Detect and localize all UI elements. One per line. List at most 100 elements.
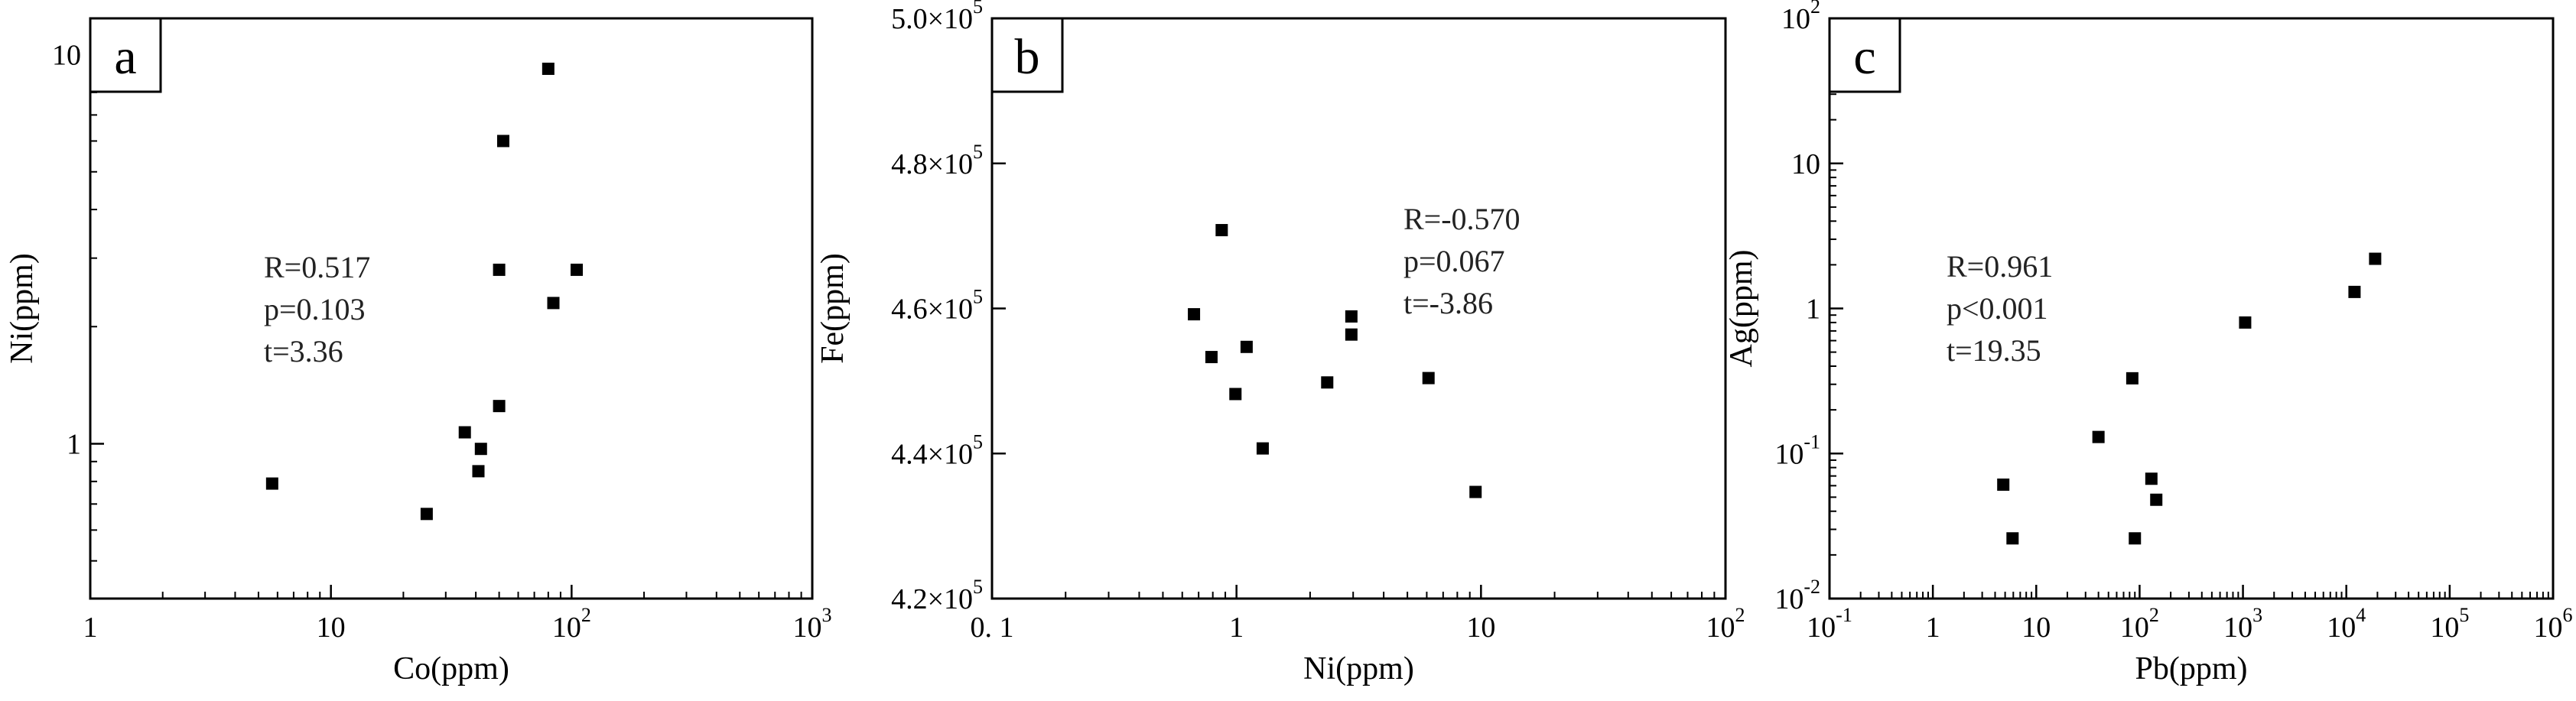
data-point	[493, 263, 506, 276]
y-tick-label: 4.2×105	[891, 576, 983, 615]
data-point	[2092, 430, 2105, 443]
x-axis-title: Co(ppm)	[393, 651, 509, 686]
x-tick-mantissa: 10	[2430, 612, 2459, 644]
data-point	[1321, 376, 1334, 389]
stat-line: R=-0.570	[1403, 202, 1521, 236]
y-tick-label: 10	[1791, 148, 1820, 180]
plot-frame	[89, 17, 814, 600]
x-tick-mantissa: 10	[2327, 612, 2356, 644]
data-point	[1345, 310, 1358, 323]
data-point	[496, 135, 509, 148]
x-tick-mantissa: 1	[83, 612, 98, 644]
y-tick-mantissa: 5.0×10	[891, 3, 973, 35]
x-tick-exponent: 3	[822, 604, 832, 626]
stat-line: R=0.961	[1947, 249, 2053, 284]
x-tick-exponent: 4	[2356, 604, 2366, 626]
scatter-panel-a: 1 10 102 103110Co(ppm)Ni(ppm)aR=0.517p=0.10…	[5, 17, 832, 686]
y-tick-label: 10	[52, 40, 81, 72]
stat-line: t=19.35	[1947, 333, 2041, 368]
stat-line: p=0.067	[1403, 244, 1505, 278]
y-axis-title: Fe(ppm)	[815, 253, 851, 364]
data-point	[2126, 372, 2139, 385]
x-tick-label: 106	[2534, 604, 2573, 644]
data-point	[1422, 372, 1435, 385]
data-point	[2145, 472, 2158, 485]
x-tick-label: 10	[1466, 612, 1495, 644]
x-tick-mantissa: 10	[2021, 612, 2051, 644]
stat-line: R=0.517	[264, 250, 370, 284]
x-tick-mantissa: 10	[1466, 612, 1495, 644]
y-tick-label: 4.8×105	[891, 141, 983, 180]
y-tick-mantissa: 10	[1774, 438, 1804, 470]
x-tick-label: 103	[2223, 604, 2262, 644]
panel-letter: c	[1853, 29, 1875, 85]
y-tick-exponent: 5	[973, 430, 983, 453]
data-point	[474, 443, 487, 456]
scatter-panel-b: 0. 1 1 10 1024.2×1054.4×1054.6×1054.8×1055.…	[815, 0, 1745, 686]
x-tick-mantissa: 10	[2223, 612, 2252, 644]
y-tick-mantissa: 4.2×10	[891, 583, 973, 615]
x-tick-label: 104	[2327, 604, 2366, 644]
y-tick-exponent: 5	[973, 141, 983, 163]
y-tick-mantissa: 4.6×10	[891, 294, 973, 326]
scatter-panel-c: 10-1 1 10 102 103 104 105 10610-210-1110102Pb(p…	[1724, 0, 2573, 686]
stat-line: t=3.36	[264, 334, 343, 368]
data-point	[1997, 478, 2010, 491]
y-tick-mantissa: 10	[1791, 148, 1820, 180]
panel-letter: a	[114, 29, 136, 85]
data-point	[493, 400, 506, 413]
data-point	[2129, 532, 2142, 545]
panel-letter-box	[89, 17, 162, 93]
data-point	[1469, 485, 1482, 498]
x-tick-mantissa: 10	[2534, 612, 2563, 644]
x-tick-exponent: 6	[2563, 604, 2573, 626]
plot-frame	[1828, 17, 2555, 600]
data-point	[547, 297, 560, 310]
y-tick-exponent: 5	[973, 286, 983, 308]
x-tick-mantissa: 10	[1706, 612, 1735, 644]
x-tick-mantissa: 10	[317, 612, 346, 644]
y-tick-mantissa: 10	[52, 40, 81, 72]
data-point	[571, 263, 584, 276]
data-point	[458, 426, 471, 439]
data-point	[1229, 388, 1242, 401]
data-point	[1240, 340, 1253, 353]
y-tick-label: 1	[67, 428, 81, 460]
x-tick-exponent: 5	[2459, 604, 2469, 626]
x-tick-label: 0. 1	[971, 612, 1014, 644]
panel-letter: b	[1015, 29, 1040, 85]
y-axis-title: Ag(ppm)	[1724, 250, 1759, 368]
y-axis-title: Ni(ppm)	[5, 253, 40, 364]
plot-frame	[990, 17, 1727, 600]
stat-line: t=-3.86	[1403, 286, 1493, 320]
x-tick-mantissa: 10	[793, 612, 822, 644]
x-axis-title: Ni(ppm)	[1303, 651, 1414, 686]
x-tick-label: 10	[317, 612, 346, 644]
y-tick-label: 5.0×105	[891, 0, 983, 35]
y-tick-mantissa: 4.4×10	[891, 438, 973, 470]
y-tick-label: 10-2	[1774, 576, 1820, 615]
data-point	[2150, 493, 2163, 506]
x-tick-mantissa: 10	[1807, 612, 1836, 644]
x-tick-label: 1	[1926, 612, 1940, 644]
y-tick-mantissa: 1	[1806, 294, 1820, 326]
x-tick-mantissa: 1	[1229, 612, 1244, 644]
panel-letter-box	[1828, 17, 1901, 93]
y-tick-mantissa: 10	[1781, 3, 1810, 35]
x-tick-exponent: -1	[1836, 604, 1852, 626]
data-point	[1345, 328, 1358, 341]
data-point	[1188, 308, 1201, 321]
y-tick-exponent: 5	[973, 0, 983, 18]
y-tick-mantissa: 10	[1774, 583, 1804, 615]
x-tick-mantissa: 0. 1	[971, 612, 1014, 644]
data-point	[2348, 285, 2361, 298]
data-point	[1215, 224, 1228, 237]
x-tick-label: 10	[2021, 612, 2051, 644]
y-tick-exponent: 5	[973, 576, 983, 598]
x-tick-mantissa: 10	[2120, 612, 2149, 644]
data-point	[472, 465, 485, 478]
x-tick-label: 102	[2120, 604, 2159, 644]
x-tick-exponent: 2	[1735, 604, 1745, 626]
data-point	[2369, 252, 2382, 265]
